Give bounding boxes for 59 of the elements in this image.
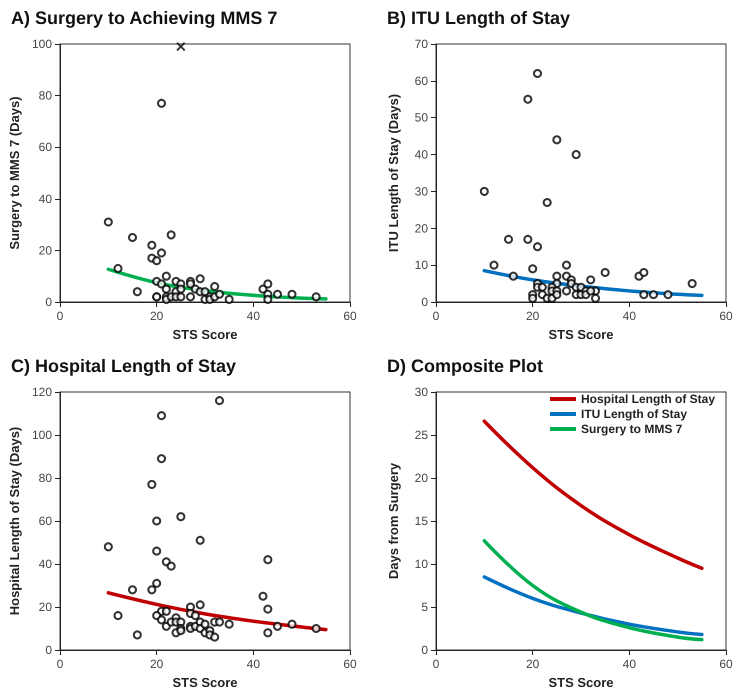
y-axis-title: Surgery to MMS 7 (Days)	[7, 96, 22, 250]
x-tick-label: 40	[246, 309, 260, 323]
y-tick-label: 50	[414, 110, 428, 125]
legend-label: Surgery to MMS 7	[580, 422, 683, 436]
y-tick-label: 40	[414, 148, 428, 162]
x-axis-title: STS Score	[172, 327, 238, 342]
y-tick-label: 0	[421, 643, 428, 657]
x-tick-label: 20	[150, 657, 164, 671]
y-tick-label: 60	[38, 514, 52, 528]
y-tick-label: 40	[38, 557, 52, 571]
y-tick-label: 25	[414, 428, 428, 442]
x-tick-label: 60	[343, 657, 357, 671]
chart-title: B) ITU Length of Stay	[387, 8, 570, 28]
y-tick-label: 40	[38, 192, 52, 206]
y-tick-label: 10	[414, 258, 428, 272]
y-tick-label: 0	[45, 295, 52, 309]
x-tick-label: 20	[150, 309, 164, 323]
legend-label: ITU Length of Stay	[580, 407, 688, 421]
chart-title: C) Hospital Length of Stay	[11, 356, 236, 376]
x-tick-label: 0	[432, 657, 440, 671]
y-tick-label: 20	[414, 221, 428, 236]
y-tick-label: 60	[38, 140, 52, 154]
x-tick-label: 40	[622, 309, 636, 323]
y-axis-title: Hospital Length of Stay (Days)	[7, 426, 22, 616]
y-tick-label: 120	[32, 385, 52, 399]
x-tick-label: 60	[719, 657, 733, 671]
y-tick-label: 70	[414, 37, 428, 51]
y-tick-label: 20	[38, 243, 52, 258]
x-tick-label: 0	[56, 309, 64, 323]
y-tick-label: 30	[414, 184, 428, 198]
y-tick-label: 100	[32, 428, 52, 442]
x-tick-label: 60	[343, 309, 357, 323]
x-tick-label: 40	[246, 657, 260, 671]
y-tick-label: 80	[38, 471, 52, 485]
x-tick-label: 40	[622, 657, 636, 671]
y-tick-label: 15	[414, 514, 428, 528]
x-tick-label: 20	[526, 309, 540, 323]
y-tick-label: 0	[45, 643, 52, 657]
x-tick-label: 0	[56, 657, 64, 671]
y-tick-label: 20	[414, 471, 428, 485]
y-axis-title: Days from Surgery	[386, 462, 401, 580]
y-axis-title: ITU Length of Stay (Days)	[386, 94, 401, 252]
y-tick-label: 30	[414, 385, 428, 399]
y-tick-label: 10	[414, 557, 428, 571]
chart-title: D) Composite Plot	[387, 356, 544, 376]
x-tick-label: 0	[432, 309, 440, 323]
legend-label: Hospital Length of Stay	[580, 392, 716, 406]
x-tick-label: 60	[719, 309, 733, 323]
x-axis-title: STS Score	[548, 327, 614, 342]
chart-title: A) Surgery to Achieving MMS 7	[11, 8, 278, 28]
x-axis-title: STS Score	[548, 675, 614, 690]
y-tick-label: 100	[32, 37, 52, 51]
y-tick-label: 0	[421, 295, 428, 309]
y-tick-label: 60	[414, 74, 428, 88]
x-axis-title: STS Score	[172, 675, 238, 690]
y-tick-label: 20	[38, 600, 52, 614]
y-tick-label: 80	[38, 88, 52, 103]
y-tick-label: 5	[421, 600, 428, 614]
x-tick-label: 20	[526, 657, 540, 671]
